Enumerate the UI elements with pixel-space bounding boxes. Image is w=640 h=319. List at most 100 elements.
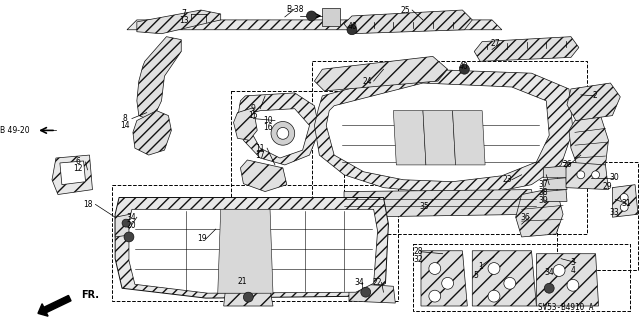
Circle shape — [591, 171, 600, 179]
Text: 25: 25 — [401, 5, 410, 15]
Text: 13: 13 — [179, 16, 189, 26]
Polygon shape — [516, 188, 563, 237]
Polygon shape — [250, 109, 310, 158]
Polygon shape — [314, 69, 573, 195]
Text: FR.: FR. — [81, 290, 100, 300]
Polygon shape — [543, 178, 567, 189]
Text: 4: 4 — [570, 266, 575, 275]
Circle shape — [122, 219, 130, 227]
Circle shape — [567, 279, 579, 291]
Text: 3: 3 — [570, 258, 575, 267]
Text: 32: 32 — [413, 255, 423, 264]
Text: 14: 14 — [120, 121, 130, 130]
Text: 34: 34 — [126, 213, 136, 222]
Bar — [557, 162, 638, 271]
Text: 23: 23 — [503, 175, 513, 184]
Circle shape — [277, 127, 289, 139]
Bar — [413, 244, 630, 311]
Circle shape — [488, 290, 500, 302]
Bar — [112, 185, 398, 301]
Polygon shape — [566, 162, 609, 189]
Polygon shape — [241, 160, 287, 192]
Polygon shape — [344, 10, 472, 34]
Polygon shape — [60, 161, 86, 185]
Polygon shape — [223, 288, 273, 306]
Circle shape — [429, 263, 441, 274]
Text: 16: 16 — [263, 123, 273, 132]
Polygon shape — [452, 111, 485, 165]
Polygon shape — [133, 111, 172, 155]
Text: 24: 24 — [363, 77, 372, 85]
Polygon shape — [543, 189, 567, 201]
Text: 34: 34 — [354, 278, 364, 287]
Polygon shape — [569, 115, 609, 170]
Polygon shape — [567, 83, 620, 121]
Polygon shape — [52, 155, 92, 195]
Text: 39: 39 — [538, 196, 548, 205]
Text: 17: 17 — [255, 151, 265, 160]
Text: B-38: B-38 — [286, 4, 303, 13]
Polygon shape — [349, 283, 396, 303]
Polygon shape — [115, 213, 137, 237]
Polygon shape — [472, 251, 536, 306]
Text: 22: 22 — [373, 278, 382, 287]
Polygon shape — [314, 56, 447, 91]
Polygon shape — [234, 108, 257, 140]
Text: 21: 21 — [237, 277, 247, 286]
Circle shape — [460, 64, 469, 74]
Circle shape — [577, 171, 585, 179]
Text: 10: 10 — [263, 116, 273, 125]
Text: 40: 40 — [348, 22, 358, 31]
Bar — [323, 8, 340, 26]
Polygon shape — [543, 166, 567, 178]
Text: 37: 37 — [538, 180, 548, 189]
Text: 36: 36 — [521, 213, 531, 222]
Text: 38: 38 — [538, 188, 548, 197]
Circle shape — [429, 290, 441, 302]
Circle shape — [243, 292, 253, 302]
Text: 8: 8 — [123, 114, 127, 123]
Text: 12: 12 — [73, 164, 83, 173]
Circle shape — [488, 263, 500, 274]
Text: 15: 15 — [248, 111, 258, 120]
Polygon shape — [326, 83, 549, 182]
Text: 19: 19 — [197, 234, 207, 243]
Polygon shape — [218, 209, 273, 293]
Circle shape — [544, 283, 554, 293]
Polygon shape — [127, 20, 502, 30]
Circle shape — [361, 287, 371, 297]
Text: B 49-20: B 49-20 — [0, 126, 29, 135]
Polygon shape — [421, 251, 467, 306]
Polygon shape — [612, 185, 638, 217]
Text: 26: 26 — [562, 160, 572, 169]
Polygon shape — [394, 111, 426, 165]
Circle shape — [504, 278, 516, 289]
Text: 34: 34 — [545, 268, 554, 277]
Circle shape — [553, 264, 565, 276]
Circle shape — [442, 278, 454, 289]
Polygon shape — [137, 10, 221, 34]
Text: 1: 1 — [478, 262, 483, 271]
Text: 27: 27 — [490, 39, 500, 48]
Text: 40: 40 — [458, 62, 468, 71]
Text: 6: 6 — [76, 158, 80, 167]
Text: 29: 29 — [603, 182, 612, 191]
Polygon shape — [237, 93, 319, 165]
Circle shape — [620, 194, 628, 201]
Text: 31: 31 — [621, 199, 631, 208]
Text: 35: 35 — [419, 202, 429, 211]
Text: 20: 20 — [126, 221, 136, 230]
Polygon shape — [115, 197, 388, 298]
Text: 2: 2 — [592, 91, 597, 100]
Polygon shape — [129, 209, 378, 293]
Text: SV53-B4910 A: SV53-B4910 A — [538, 303, 594, 313]
Polygon shape — [474, 37, 579, 61]
Polygon shape — [536, 254, 598, 306]
Text: 18: 18 — [83, 200, 92, 209]
Text: 9: 9 — [251, 104, 256, 113]
Text: 5: 5 — [474, 271, 479, 280]
Bar — [230, 91, 344, 219]
Circle shape — [620, 204, 628, 211]
Circle shape — [271, 122, 294, 145]
Polygon shape — [423, 111, 456, 165]
